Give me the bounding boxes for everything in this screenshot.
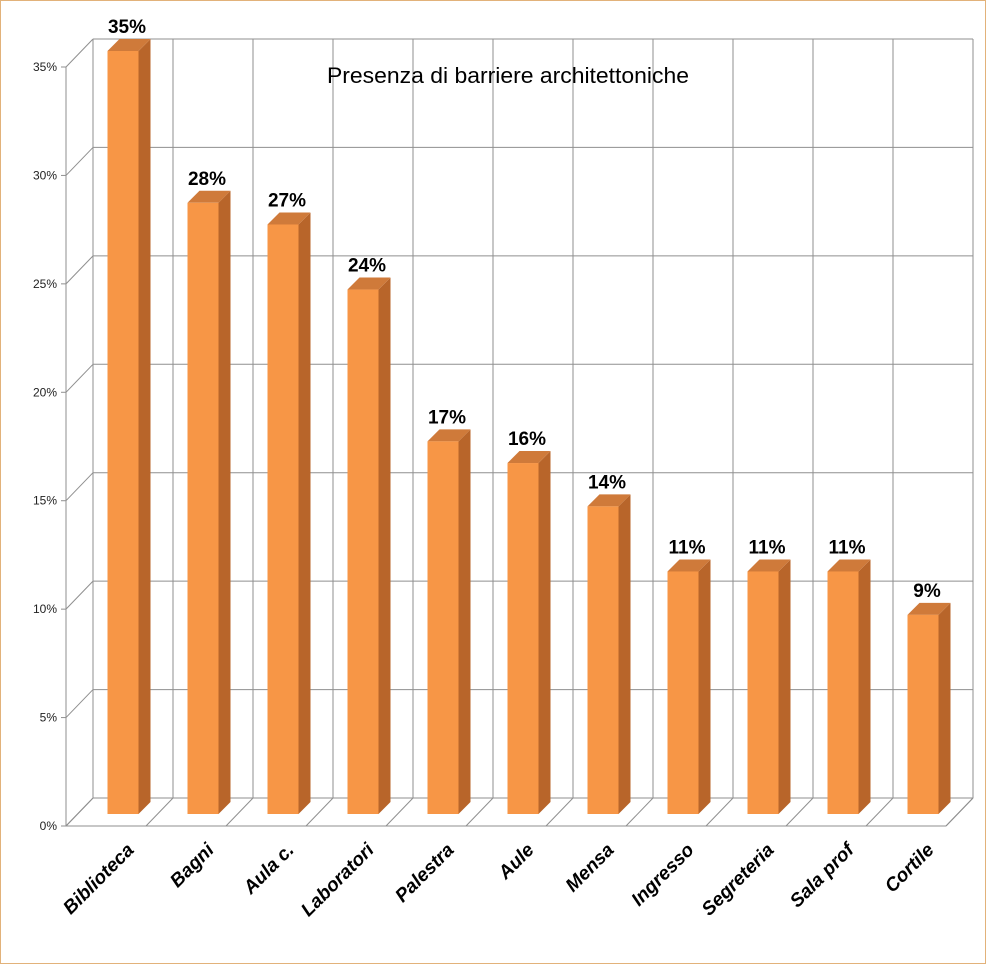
x-tick-label: Aule: [494, 839, 539, 884]
floor-gridline: [465, 797, 494, 827]
x-tick-label: Ingresso: [628, 840, 699, 911]
bar: [667, 571, 699, 814]
x-tick-label: Laboratori: [297, 839, 379, 921]
y-tick-label: 0%: [40, 819, 58, 833]
bar-top: [827, 559, 871, 572]
data-label: 9%: [913, 581, 941, 602]
gridline-side: [65, 580, 94, 610]
bar-top: [107, 39, 151, 51]
bars-layer: [107, 39, 951, 815]
y-tick-label: 30%: [33, 168, 57, 182]
y-tick-label: 25%: [33, 277, 57, 291]
floor-gridline: [225, 797, 254, 827]
bar-top: [267, 212, 311, 225]
bar-segreteria: [747, 559, 791, 814]
x-tick-label: Mensa: [562, 839, 619, 896]
floor-gridline: [65, 797, 94, 827]
data-label: 27%: [268, 190, 306, 211]
floor-gridline: [625, 797, 654, 827]
bar-aula-c: [267, 212, 311, 814]
bar: [107, 51, 139, 814]
floor-gridline: [545, 797, 574, 827]
grid-layer: [61, 38, 974, 827]
bar-side: [458, 429, 471, 814]
x-tick-label: Sala prof: [786, 839, 860, 913]
bar-side: [138, 39, 151, 814]
bar: [507, 463, 539, 814]
data-label: 14%: [588, 472, 626, 493]
floor-gridline: [785, 797, 814, 827]
bar: [187, 202, 219, 815]
x-tick-label: Biblioteca: [59, 839, 138, 918]
bar-side: [858, 559, 871, 814]
gridline-side: [65, 363, 94, 393]
bar: [587, 506, 619, 814]
x-tick-label: Aula c.: [239, 840, 299, 900]
y-tick-label: 15%: [33, 494, 57, 508]
bar-side: [618, 494, 631, 814]
bar-top: [507, 451, 551, 464]
y-tick-label: 10%: [33, 602, 57, 616]
bar-side: [298, 212, 311, 814]
data-label: 35%: [108, 17, 146, 38]
gridline-side: [65, 472, 94, 502]
x-tick-label: Bagni: [166, 839, 219, 892]
floor-gridline: [145, 797, 174, 827]
labels-layer: 0% 5% 10% 15% 20% 25% 30% 35% 35% Biblioteca 28% Ba…: [33, 17, 941, 921]
floor-gridline: [865, 797, 894, 827]
bar: [267, 224, 299, 814]
bar: [747, 571, 779, 814]
chart-title: Presenza di barriere architettoniche: [327, 63, 689, 88]
bar-laboratori: [347, 277, 391, 814]
bar-aule: [507, 451, 551, 814]
bar: [907, 614, 939, 814]
gridline-side: [65, 255, 94, 285]
bar-top: [427, 429, 471, 442]
floor-gridline: [705, 797, 734, 827]
bar-sala-prof: [827, 559, 871, 814]
gridline-side: [65, 147, 94, 176]
bar-top: [187, 190, 231, 203]
floor-gridline: [385, 797, 414, 827]
bar-top: [587, 494, 631, 507]
gridline-side: [65, 689, 94, 718]
data-label: 11%: [829, 537, 866, 558]
data-label: 28%: [188, 169, 226, 190]
y-tick-label: 5%: [40, 711, 58, 725]
bar-side: [538, 451, 551, 814]
x-tick-label: Palestra: [391, 839, 458, 906]
bar-side: [378, 277, 391, 814]
bar-biblioteca: [107, 39, 151, 814]
bar-side: [218, 190, 231, 815]
gridline-side: [65, 38, 94, 68]
floor-right-edge: [945, 797, 974, 827]
bar: [427, 441, 459, 814]
y-tick-label: 20%: [33, 385, 57, 399]
bar: [827, 571, 859, 814]
bar-bagni: [187, 190, 231, 815]
bar-mensa: [587, 494, 631, 814]
data-label: 16%: [508, 429, 546, 450]
data-label: 17%: [428, 407, 466, 428]
bar-ingresso: [667, 559, 711, 814]
bar: [347, 289, 379, 814]
bar-top: [667, 559, 711, 572]
bar-side: [778, 559, 791, 814]
x-tick-label: Cortile: [881, 839, 939, 897]
bar-palestra: [427, 429, 471, 814]
bar-cortile: [907, 602, 951, 814]
bar-side: [698, 559, 711, 814]
bar-top: [747, 559, 791, 572]
data-label: 11%: [749, 537, 786, 558]
data-label: 11%: [669, 537, 706, 558]
data-label: 24%: [348, 256, 386, 277]
x-tick-label: Segreteria: [698, 839, 779, 920]
bar-side: [938, 602, 951, 814]
bar-top: [907, 602, 951, 615]
floor-gridline: [305, 797, 334, 827]
bar-top: [347, 277, 391, 290]
y-tick-label: 35%: [33, 60, 57, 74]
